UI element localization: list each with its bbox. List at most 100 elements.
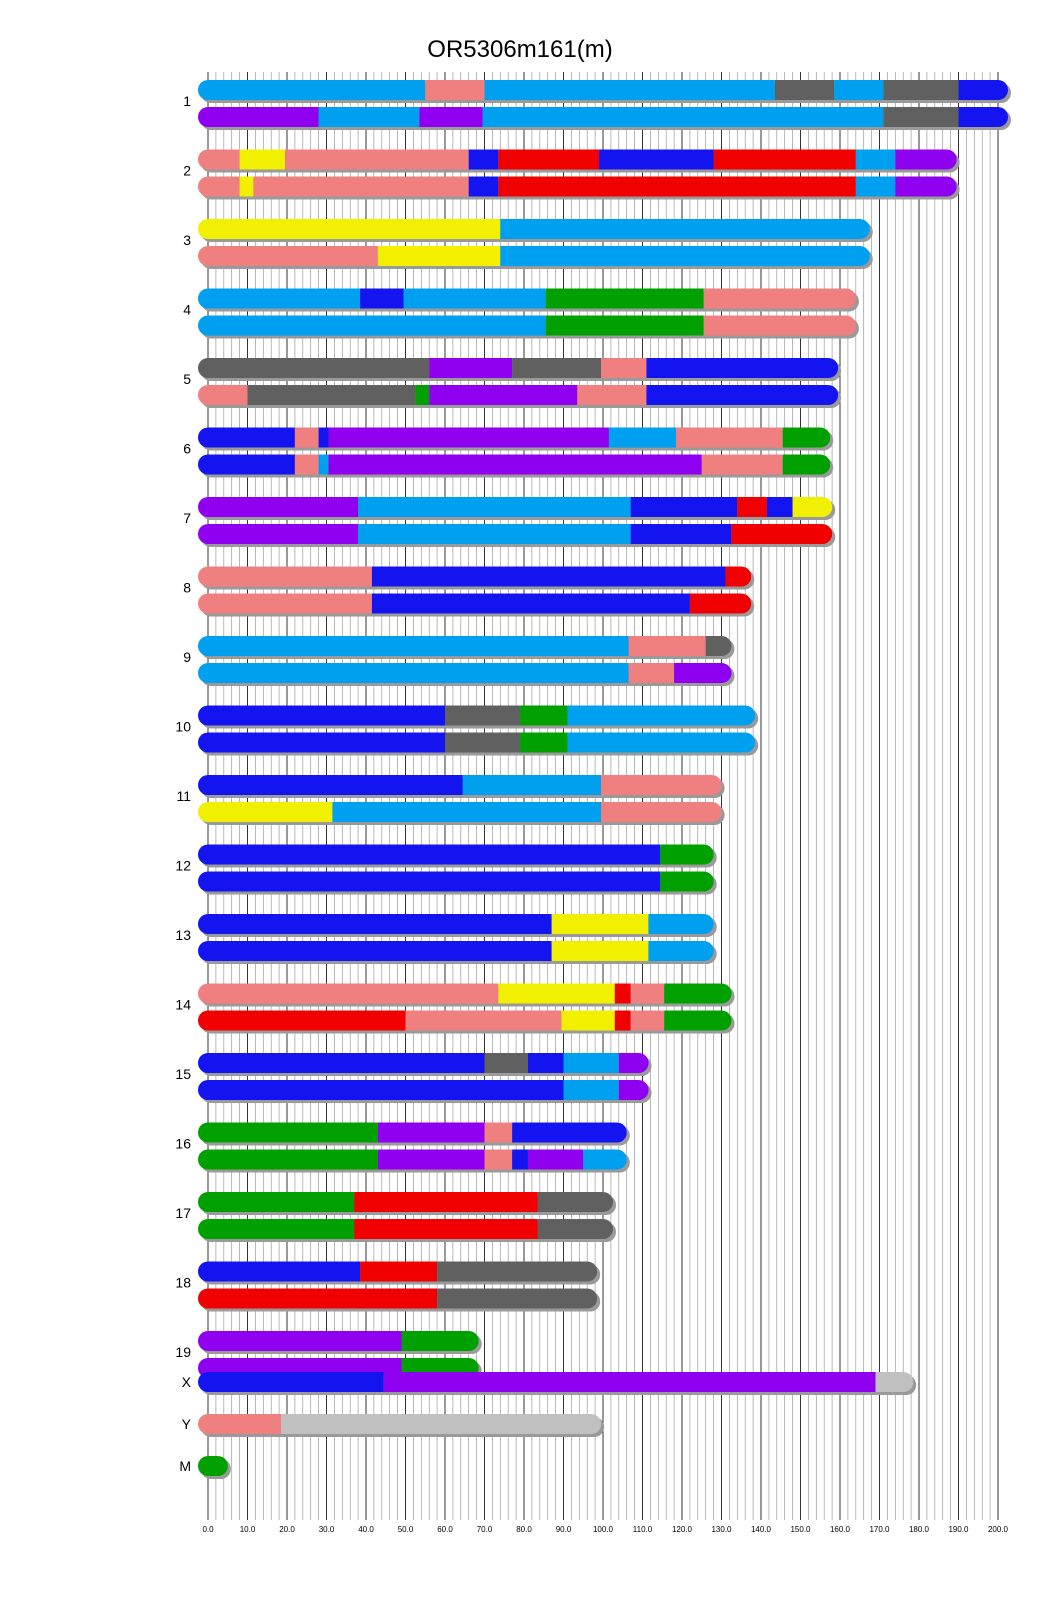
segment-B <box>601 802 722 822</box>
segment-C <box>527 1053 564 1073</box>
segment-H <box>198 1192 355 1212</box>
chromosome-label: 15 <box>175 1066 191 1082</box>
haplotype-bar <box>198 1219 613 1239</box>
segment-A <box>648 914 714 934</box>
chromosome-label: M <box>179 1458 191 1474</box>
chromosome-4: 4 <box>183 288 859 339</box>
segment-D <box>198 358 430 378</box>
x-tick-label: 60.0 <box>437 1525 453 1534</box>
segment-A <box>318 454 329 475</box>
segment-D <box>247 385 416 405</box>
chromosome-M: M <box>179 1456 231 1479</box>
segment-B <box>628 663 675 683</box>
segment-H <box>664 983 732 1004</box>
segment-D <box>537 1192 613 1212</box>
chromosome-13: 13 <box>175 914 717 964</box>
chromosome-1: 1 <box>183 80 1011 130</box>
haplotype-bar <box>198 219 870 239</box>
chromosome-label: 14 <box>175 997 191 1013</box>
segment-A <box>484 80 775 100</box>
segment-G <box>713 149 856 170</box>
segment-A <box>583 1149 627 1170</box>
segment-H <box>660 871 714 892</box>
segment-B <box>601 358 647 378</box>
segment-E <box>618 1080 649 1100</box>
segment-A <box>358 497 631 517</box>
x-tick-label: 120.0 <box>672 1525 693 1534</box>
segment-F <box>239 149 286 170</box>
segment-C <box>360 288 404 309</box>
x-tick-label: 40.0 <box>358 1525 374 1534</box>
segment-D <box>437 1261 598 1282</box>
segment-H <box>520 705 568 726</box>
haplotype-bar <box>198 844 714 865</box>
segment-B <box>601 775 722 795</box>
chromosome-label: 4 <box>183 302 191 318</box>
segment-G <box>731 524 833 544</box>
segment-C <box>646 385 839 405</box>
chromosome-label: 12 <box>175 858 191 874</box>
segment-A <box>855 176 896 197</box>
segment-H <box>415 385 430 405</box>
segment-G <box>614 1010 631 1031</box>
segment-E <box>198 497 359 517</box>
chromosome-label: 8 <box>183 580 191 596</box>
segment-E <box>328 454 702 475</box>
haplotype-bar <box>198 1261 598 1282</box>
segment-C <box>646 358 839 378</box>
segment-A <box>563 1053 619 1073</box>
segment-D <box>883 107 959 127</box>
x-tick-label: 140.0 <box>751 1525 772 1534</box>
segment-C <box>198 775 463 795</box>
segment-A <box>198 636 629 656</box>
segment-F <box>198 802 333 822</box>
segment-B <box>703 288 856 309</box>
segment-B <box>701 454 783 475</box>
haplotype-bar <box>198 80 1008 100</box>
haplotype-bar <box>198 1331 479 1351</box>
chromosome-17: 17 <box>175 1192 616 1242</box>
segment-C <box>198 1053 485 1073</box>
segment-F <box>561 1010 615 1031</box>
segment-H <box>401 1331 479 1351</box>
haplotype-bar <box>198 358 839 378</box>
segment-E <box>895 149 957 170</box>
segment-B <box>198 246 378 266</box>
segment-H <box>520 732 568 753</box>
segment-H <box>782 427 831 448</box>
segment-C <box>630 524 732 544</box>
x-tick-label: 90.0 <box>556 1525 572 1534</box>
segment-E <box>383 1372 876 1392</box>
segment-B <box>676 427 783 448</box>
segment-F <box>551 941 649 961</box>
segment-E <box>377 1149 485 1170</box>
segment-E <box>328 427 609 448</box>
x-tick-label: 190.0 <box>948 1525 969 1534</box>
segment-B <box>294 427 319 448</box>
segment-A <box>567 705 756 726</box>
haplotype-bar <box>198 176 957 197</box>
segment-C <box>599 149 714 170</box>
chromosome-label: 19 <box>175 1344 191 1360</box>
segment-G <box>498 176 856 197</box>
x-tick-label: 0.0 <box>202 1525 214 1534</box>
haplotype-bar <box>198 566 752 587</box>
haplotype-bar <box>198 1122 627 1143</box>
chromosome-label: 2 <box>183 163 191 179</box>
chromosome-12: 12 <box>175 844 717 895</box>
chromosome-11: 11 <box>176 775 725 825</box>
segment-B <box>198 566 372 587</box>
segment-E <box>895 176 957 197</box>
segment-G <box>198 1010 406 1031</box>
segment-A <box>567 732 756 753</box>
segment-B <box>285 149 469 170</box>
chromosome-10: 10 <box>175 705 759 756</box>
segment-C <box>371 593 690 614</box>
segment-D <box>774 80 835 100</box>
segment-G <box>360 1261 438 1282</box>
segment-C <box>198 1080 564 1100</box>
segment-B <box>198 1414 282 1434</box>
segment-A <box>500 246 870 266</box>
segment-A <box>563 1080 619 1100</box>
